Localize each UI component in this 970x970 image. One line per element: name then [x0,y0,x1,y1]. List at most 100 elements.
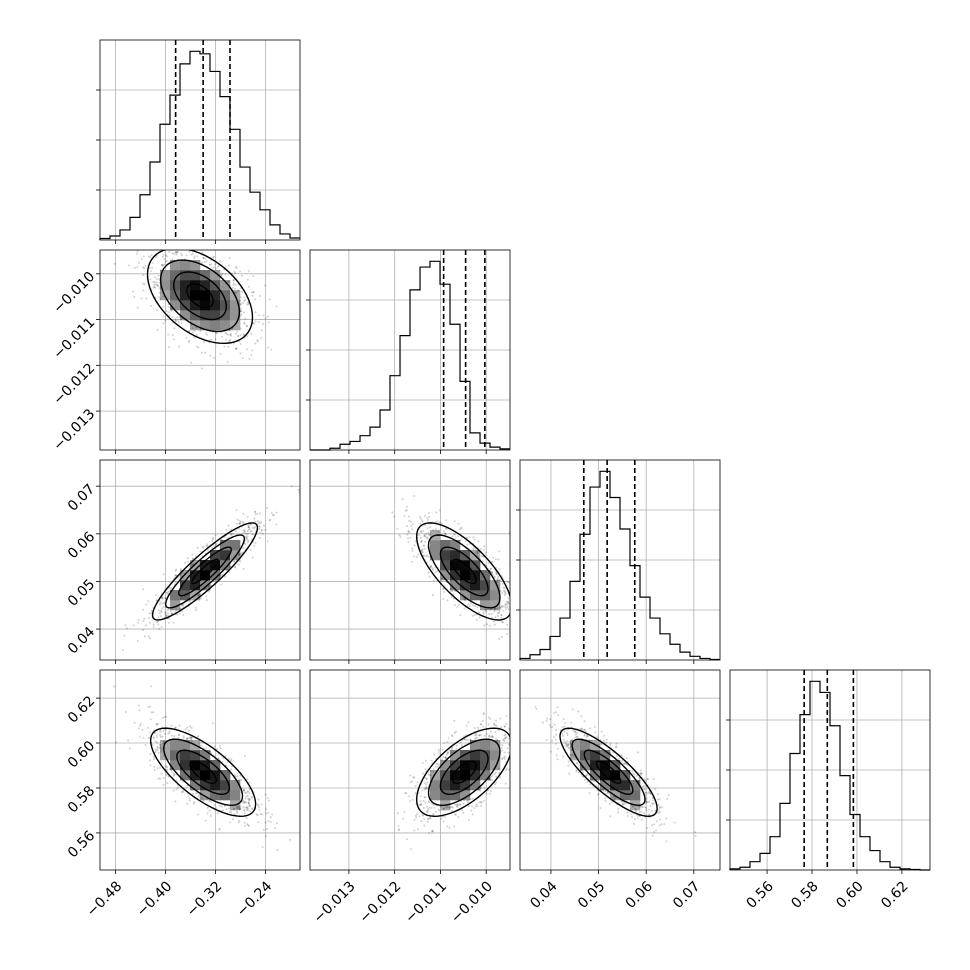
sample-point [615,742,618,745]
contour-level-2 [427,738,501,806]
sample-point [426,811,429,814]
contour-level-1 [173,271,227,321]
sample-point [517,756,519,758]
sample-point [214,534,217,537]
sample-point [636,751,639,754]
sample-point [657,808,660,811]
sample-point [150,609,153,612]
sample-point [506,623,509,626]
sample-point [190,563,193,566]
sample-point [144,265,147,268]
sample-point [467,798,470,801]
sample-point [468,605,471,608]
sample-point [149,278,152,281]
sample-point [504,604,507,607]
sample-point [490,612,493,615]
sample-point [168,617,171,620]
sample-point [466,801,469,804]
sample-point [505,735,508,738]
sample-point [246,823,249,826]
sample-point [492,556,495,559]
sample-point [444,532,447,535]
sample-point [609,742,612,745]
sample-point [251,294,254,297]
sample-point [482,613,485,616]
sample-point [154,740,157,743]
sample-point [494,737,497,740]
sample-point [254,526,257,529]
sample-point [476,552,479,555]
sample-point [245,817,248,820]
sample-point [433,806,436,809]
sample-point [424,796,427,799]
density-cell [470,750,481,761]
sample-point [155,278,158,281]
sample-point [576,735,579,738]
density-cell [170,300,181,311]
sample-point [428,533,431,536]
density-cell [210,320,221,331]
sample-point [425,810,428,813]
sample-point [468,819,471,822]
sample-point [574,736,577,739]
sample-point [423,787,426,790]
sample-point [500,604,503,607]
sample-point [233,566,236,569]
sample-point [645,808,648,811]
sample-point [224,575,227,578]
density-cell [600,750,611,761]
sample-point [172,789,175,792]
sample-point [258,525,261,528]
sample-point [239,560,242,563]
sample-point [165,614,168,617]
density-cell [610,770,621,781]
density-cell [440,540,451,551]
x-tick-label: 0.60 [833,878,866,911]
sample-point [525,619,527,621]
density-cell [490,590,501,601]
sample-point [168,768,171,771]
sample-point [479,547,482,550]
sample-point [157,777,160,780]
density-cell [490,580,501,591]
sample-point [246,533,249,536]
sample-point [405,838,408,841]
sample-point [146,726,149,729]
sample-point [190,738,193,741]
sample-point [657,803,660,806]
sample-point [570,748,573,751]
sample-point [145,624,148,627]
sample-point [575,735,578,738]
sample-point [125,627,128,630]
sample-point [245,324,248,327]
sample-point [224,338,227,341]
sample-point [147,600,150,603]
sample-point [198,793,201,796]
sample-point [450,596,453,599]
sample-point [193,255,196,258]
sample-point [482,712,485,715]
sample-point [494,607,497,610]
sample-point [464,599,467,602]
sample-point [624,762,627,765]
sample-point [257,821,260,824]
sample-point [230,758,233,761]
sample-point [232,282,235,285]
sample-point [496,579,499,582]
sample-point [503,594,506,597]
sample-point [151,743,154,746]
density-cell [200,790,211,801]
sample-point [647,791,650,794]
sample-point [269,816,272,819]
sample-point [501,758,504,761]
sample-point [503,739,506,742]
sample-point [138,261,141,264]
density-cell [170,260,181,271]
sample-point [438,509,441,512]
sample-point [235,806,238,809]
sample-point [589,727,592,730]
sample-point [256,339,259,342]
sample-point [535,707,538,710]
sample-point [152,247,154,249]
sample-point [234,265,237,268]
